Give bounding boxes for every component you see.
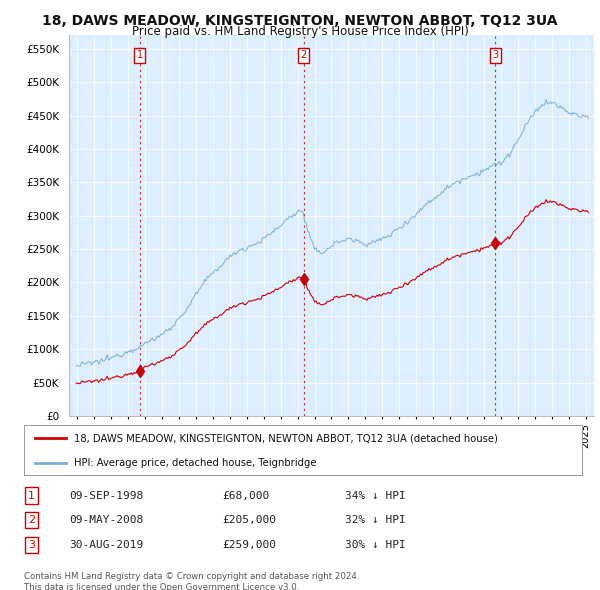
Text: 30-AUG-2019: 30-AUG-2019	[69, 540, 143, 550]
Text: 2: 2	[301, 50, 307, 60]
Text: 2: 2	[28, 516, 35, 525]
Text: 3: 3	[28, 540, 35, 550]
Text: 09-SEP-1998: 09-SEP-1998	[69, 491, 143, 500]
Text: Price paid vs. HM Land Registry's House Price Index (HPI): Price paid vs. HM Land Registry's House …	[131, 25, 469, 38]
Text: 32% ↓ HPI: 32% ↓ HPI	[345, 516, 406, 525]
Text: HPI: Average price, detached house, Teignbridge: HPI: Average price, detached house, Teig…	[74, 458, 317, 468]
Text: 1: 1	[28, 491, 35, 500]
Text: 34% ↓ HPI: 34% ↓ HPI	[345, 491, 406, 500]
Text: 1: 1	[137, 50, 143, 60]
Text: £259,000: £259,000	[222, 540, 276, 550]
Text: 18, DAWS MEADOW, KINGSTEIGNTON, NEWTON ABBOT, TQ12 3UA (detached house): 18, DAWS MEADOW, KINGSTEIGNTON, NEWTON A…	[74, 433, 498, 443]
Text: £68,000: £68,000	[222, 491, 269, 500]
Text: 09-MAY-2008: 09-MAY-2008	[69, 516, 143, 525]
Text: £205,000: £205,000	[222, 516, 276, 525]
Text: Contains HM Land Registry data © Crown copyright and database right 2024.
This d: Contains HM Land Registry data © Crown c…	[24, 572, 359, 590]
Text: 18, DAWS MEADOW, KINGSTEIGNTON, NEWTON ABBOT, TQ12 3UA: 18, DAWS MEADOW, KINGSTEIGNTON, NEWTON A…	[42, 14, 558, 28]
Text: 3: 3	[492, 50, 498, 60]
Text: 30% ↓ HPI: 30% ↓ HPI	[345, 540, 406, 550]
